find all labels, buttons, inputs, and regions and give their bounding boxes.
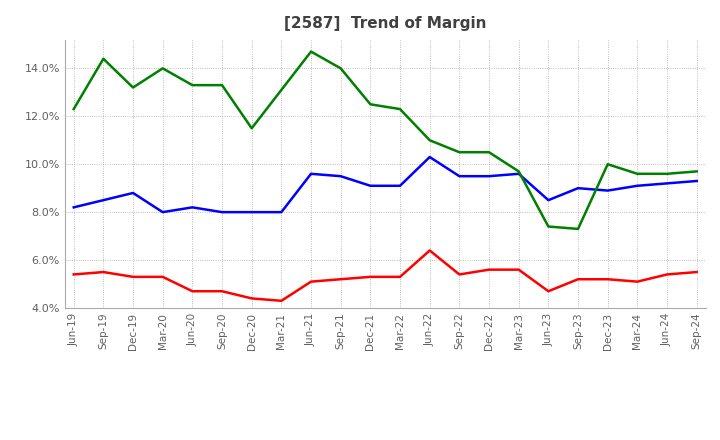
Ordinary Income	[336, 173, 345, 179]
Operating Cashflow	[307, 49, 315, 54]
Ordinary Income	[277, 209, 286, 215]
Operating Cashflow	[129, 85, 138, 90]
Net Income	[336, 277, 345, 282]
Net Income	[633, 279, 642, 284]
Ordinary Income	[633, 183, 642, 188]
Operating Cashflow	[514, 169, 523, 174]
Operating Cashflow	[277, 87, 286, 92]
Operating Cashflow	[248, 126, 256, 131]
Ordinary Income	[426, 154, 434, 160]
Operating Cashflow	[426, 138, 434, 143]
Ordinary Income	[188, 205, 197, 210]
Net Income	[603, 277, 612, 282]
Ordinary Income	[396, 183, 405, 188]
Net Income	[426, 248, 434, 253]
Line: Net Income: Net Income	[73, 250, 697, 301]
Operating Cashflow	[396, 106, 405, 112]
Net Income	[574, 277, 582, 282]
Net Income	[693, 269, 701, 275]
Ordinary Income	[455, 173, 464, 179]
Net Income	[514, 267, 523, 272]
Operating Cashflow	[574, 226, 582, 231]
Ordinary Income	[485, 173, 493, 179]
Net Income	[544, 289, 553, 294]
Ordinary Income	[514, 171, 523, 176]
Ordinary Income	[693, 178, 701, 183]
Operating Cashflow	[217, 82, 226, 88]
Operating Cashflow	[158, 66, 167, 71]
Net Income	[455, 272, 464, 277]
Operating Cashflow	[633, 171, 642, 176]
Line: Ordinary Income: Ordinary Income	[73, 157, 697, 212]
Ordinary Income	[603, 188, 612, 193]
Operating Cashflow	[336, 66, 345, 71]
Net Income	[307, 279, 315, 284]
Ordinary Income	[248, 209, 256, 215]
Operating Cashflow	[544, 224, 553, 229]
Operating Cashflow	[693, 169, 701, 174]
Net Income	[248, 296, 256, 301]
Operating Cashflow	[485, 150, 493, 155]
Operating Cashflow	[603, 161, 612, 167]
Net Income	[217, 289, 226, 294]
Net Income	[485, 267, 493, 272]
Ordinary Income	[217, 209, 226, 215]
Operating Cashflow	[188, 82, 197, 88]
Ordinary Income	[574, 186, 582, 191]
Operating Cashflow	[366, 102, 374, 107]
Operating Cashflow	[99, 56, 108, 62]
Net Income	[99, 269, 108, 275]
Ordinary Income	[307, 171, 315, 176]
Ordinary Income	[69, 205, 78, 210]
Ordinary Income	[99, 198, 108, 203]
Operating Cashflow	[455, 150, 464, 155]
Operating Cashflow	[69, 106, 78, 112]
Net Income	[188, 289, 197, 294]
Line: Operating Cashflow: Operating Cashflow	[73, 51, 697, 229]
Ordinary Income	[544, 198, 553, 203]
Net Income	[277, 298, 286, 304]
Ordinary Income	[662, 181, 671, 186]
Title: [2587]  Trend of Margin: [2587] Trend of Margin	[284, 16, 487, 32]
Net Income	[158, 274, 167, 279]
Net Income	[69, 272, 78, 277]
Ordinary Income	[129, 191, 138, 196]
Ordinary Income	[366, 183, 374, 188]
Net Income	[396, 274, 405, 279]
Net Income	[366, 274, 374, 279]
Net Income	[129, 274, 138, 279]
Net Income	[662, 272, 671, 277]
Operating Cashflow	[662, 171, 671, 176]
Ordinary Income	[158, 209, 167, 215]
